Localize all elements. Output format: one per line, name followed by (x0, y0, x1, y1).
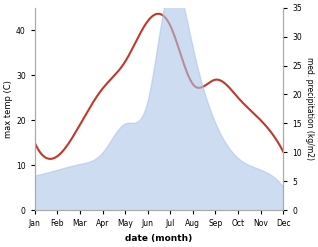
Y-axis label: max temp (C): max temp (C) (4, 80, 13, 138)
X-axis label: date (month): date (month) (125, 234, 193, 243)
Y-axis label: med. precipitation (kg/m2): med. precipitation (kg/m2) (305, 58, 314, 161)
